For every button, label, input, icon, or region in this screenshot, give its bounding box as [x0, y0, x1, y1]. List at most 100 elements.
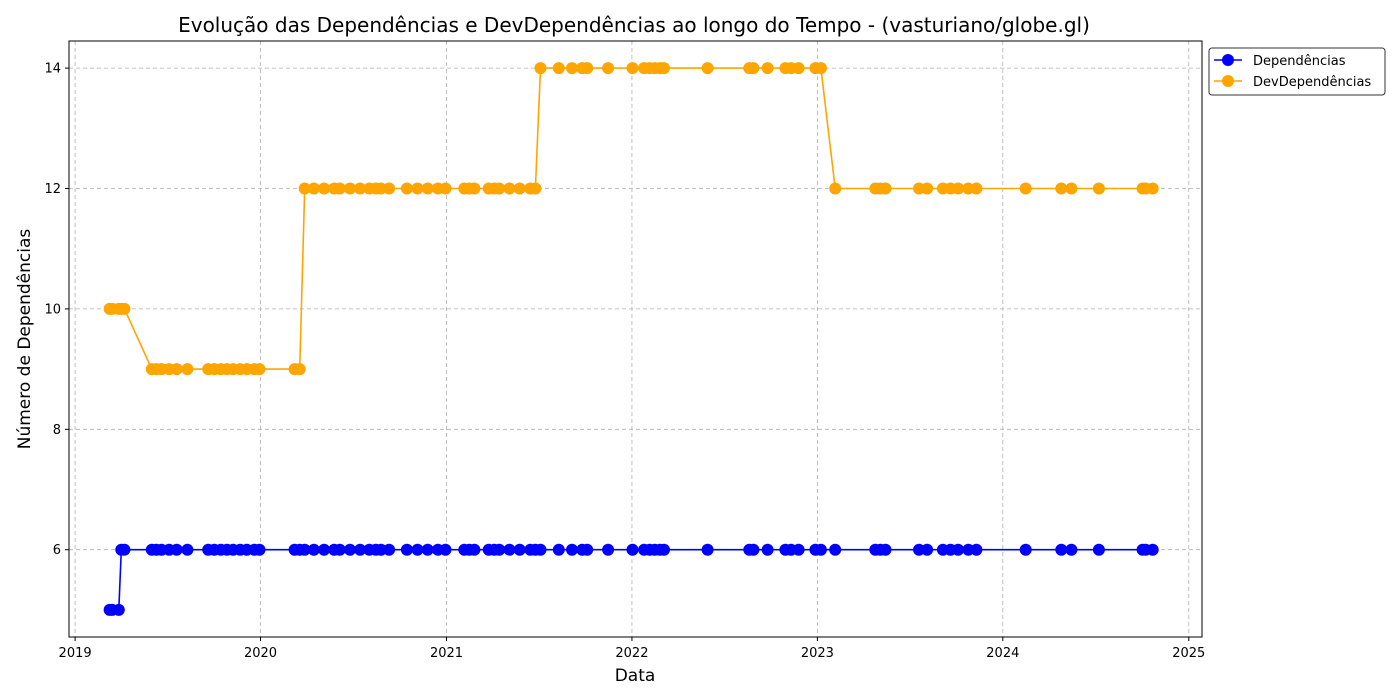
data-point	[1019, 543, 1032, 556]
data-point	[814, 543, 827, 556]
data-point	[513, 543, 526, 556]
x-tick-label: 2019	[59, 646, 92, 661]
y-tick-label: 14	[44, 62, 61, 77]
data-point	[333, 182, 346, 195]
x-tick-label: 2024	[986, 646, 1019, 661]
data-point	[552, 543, 565, 556]
y-tick-label: 6	[53, 543, 61, 558]
data-point	[701, 543, 714, 556]
data-point	[1092, 182, 1105, 195]
x-axis-label: Data	[615, 666, 656, 686]
legend-frame	[1208, 47, 1386, 96]
data-point	[118, 543, 131, 556]
x-axis-ticks: 2019 2020 2021 2022 2023 2024 2025	[59, 637, 1205, 661]
series-markers	[103, 62, 1159, 616]
data-point	[112, 603, 125, 616]
data-point	[439, 182, 452, 195]
y-axis-label: Número de Dependências	[15, 229, 35, 450]
legend-marker	[1222, 75, 1234, 87]
data-point	[503, 543, 516, 556]
data-point	[566, 543, 578, 556]
data-point	[421, 182, 434, 195]
data-point	[602, 62, 615, 75]
data-point	[513, 182, 526, 195]
data-point	[602, 543, 615, 556]
data-point	[879, 543, 892, 556]
data-point	[970, 182, 983, 195]
data-point	[1065, 543, 1078, 556]
data-point	[298, 543, 311, 556]
data-point	[626, 62, 639, 75]
data-point	[761, 62, 774, 75]
data-point	[792, 543, 805, 556]
data-point	[344, 182, 356, 195]
y-tick-label: 10	[44, 302, 61, 317]
data-point	[118, 302, 131, 315]
plot-frame	[68, 40, 1203, 638]
data-point	[552, 62, 565, 75]
x-tick-label: 2025	[1172, 646, 1205, 661]
series-lines	[109, 67, 1153, 611]
data-point	[529, 182, 542, 195]
data-point	[411, 182, 424, 195]
data-point	[952, 543, 965, 556]
data-point	[1019, 182, 1032, 195]
legend-label: Dependências	[1253, 54, 1346, 69]
data-point	[747, 543, 760, 556]
data-point	[181, 363, 194, 376]
data-point	[814, 62, 827, 75]
data-point	[829, 182, 842, 195]
data-point	[658, 62, 670, 75]
data-point	[307, 543, 320, 556]
data-point	[493, 543, 506, 556]
data-point	[318, 543, 331, 556]
data-point	[921, 182, 934, 195]
data-point	[921, 543, 934, 556]
data-point	[468, 543, 481, 556]
data-point	[534, 543, 547, 556]
data-point	[879, 182, 892, 195]
data-point	[400, 543, 413, 556]
data-point	[318, 182, 331, 195]
data-point	[293, 363, 306, 376]
legend: Dependências DevDependências	[1208, 47, 1386, 96]
grid	[69, 41, 1202, 637]
data-point	[626, 543, 639, 556]
data-point	[253, 363, 266, 376]
data-point	[581, 62, 594, 75]
y-tick-label: 8	[53, 423, 61, 438]
data-point	[1092, 543, 1105, 556]
data-point	[493, 182, 506, 195]
data-point	[468, 182, 481, 195]
data-point	[829, 543, 842, 556]
data-point	[439, 543, 452, 556]
data-point	[1055, 543, 1068, 556]
data-point	[383, 543, 396, 556]
data-point	[503, 182, 516, 195]
data-point	[333, 543, 346, 556]
data-point	[181, 543, 194, 556]
x-tick-label: 2023	[801, 646, 834, 661]
data-point	[566, 62, 578, 75]
x-tick-label: 2020	[244, 646, 277, 661]
data-point	[747, 62, 760, 75]
data-point	[970, 543, 983, 556]
data-point	[1055, 182, 1068, 195]
data-point	[354, 182, 367, 195]
data-point	[1065, 182, 1078, 195]
data-point	[411, 543, 424, 556]
data-point	[170, 363, 183, 376]
data-point	[1146, 543, 1159, 556]
data-point	[354, 543, 367, 556]
data-point	[658, 543, 670, 556]
data-point	[792, 62, 805, 75]
series-line-1	[109, 67, 1153, 370]
data-point	[952, 182, 965, 195]
data-point	[1146, 182, 1159, 195]
data-point	[400, 182, 413, 195]
y-axis-ticks: 6 8 10 12 14	[44, 62, 69, 558]
data-point	[421, 543, 434, 556]
data-point	[761, 543, 774, 556]
y-tick-label: 12	[44, 182, 61, 197]
